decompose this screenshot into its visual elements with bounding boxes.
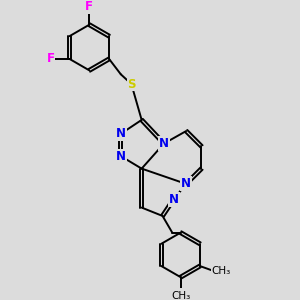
- Text: CH₃: CH₃: [171, 290, 190, 300]
- Text: S: S: [127, 77, 136, 91]
- Text: N: N: [169, 193, 179, 206]
- Text: F: F: [47, 52, 55, 65]
- Text: N: N: [116, 150, 126, 163]
- Text: N: N: [116, 127, 126, 140]
- Text: N: N: [181, 177, 191, 190]
- Text: N: N: [159, 137, 169, 150]
- Text: CH₃: CH₃: [211, 266, 230, 276]
- Text: F: F: [85, 0, 93, 13]
